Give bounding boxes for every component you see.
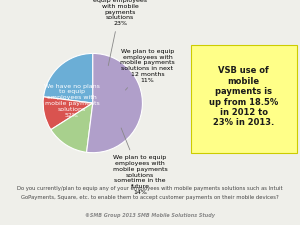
Wedge shape xyxy=(44,54,93,103)
Text: VSB use of
mobile
payments is
up from 18.5%
in 2012 to
23% in 2013.: VSB use of mobile payments is up from 18… xyxy=(209,66,278,127)
Text: We plan to equip
employees with
mobile payments
solutions
sometime in the
future: We plan to equip employees with mobile p… xyxy=(112,128,167,195)
Text: We currently
equip employees
with mobile
payments
solutions
23%: We currently equip employees with mobile… xyxy=(93,0,147,66)
Wedge shape xyxy=(51,103,93,152)
Text: ©SMB Group 2013 SMB Mobile Solutions Study: ©SMB Group 2013 SMB Mobile Solutions Stu… xyxy=(85,213,215,218)
FancyBboxPatch shape xyxy=(190,45,297,153)
Wedge shape xyxy=(87,54,142,153)
Text: We have no plans
to equip
employees with
mobile payments
solutions
52%: We have no plans to equip employees with… xyxy=(44,84,100,118)
Text: Do you currently/plan to equip any of your employees with mobile payments soluti: Do you currently/plan to equip any of yo… xyxy=(17,186,283,191)
Wedge shape xyxy=(43,97,93,130)
Text: We plan to equip
employees with
mobile payments
solutions in next
12 months
11%: We plan to equip employees with mobile p… xyxy=(120,49,175,90)
Text: GoPayments, Square, etc. to enable them to accept customer payments on their mob: GoPayments, Square, etc. to enable them … xyxy=(21,195,279,200)
